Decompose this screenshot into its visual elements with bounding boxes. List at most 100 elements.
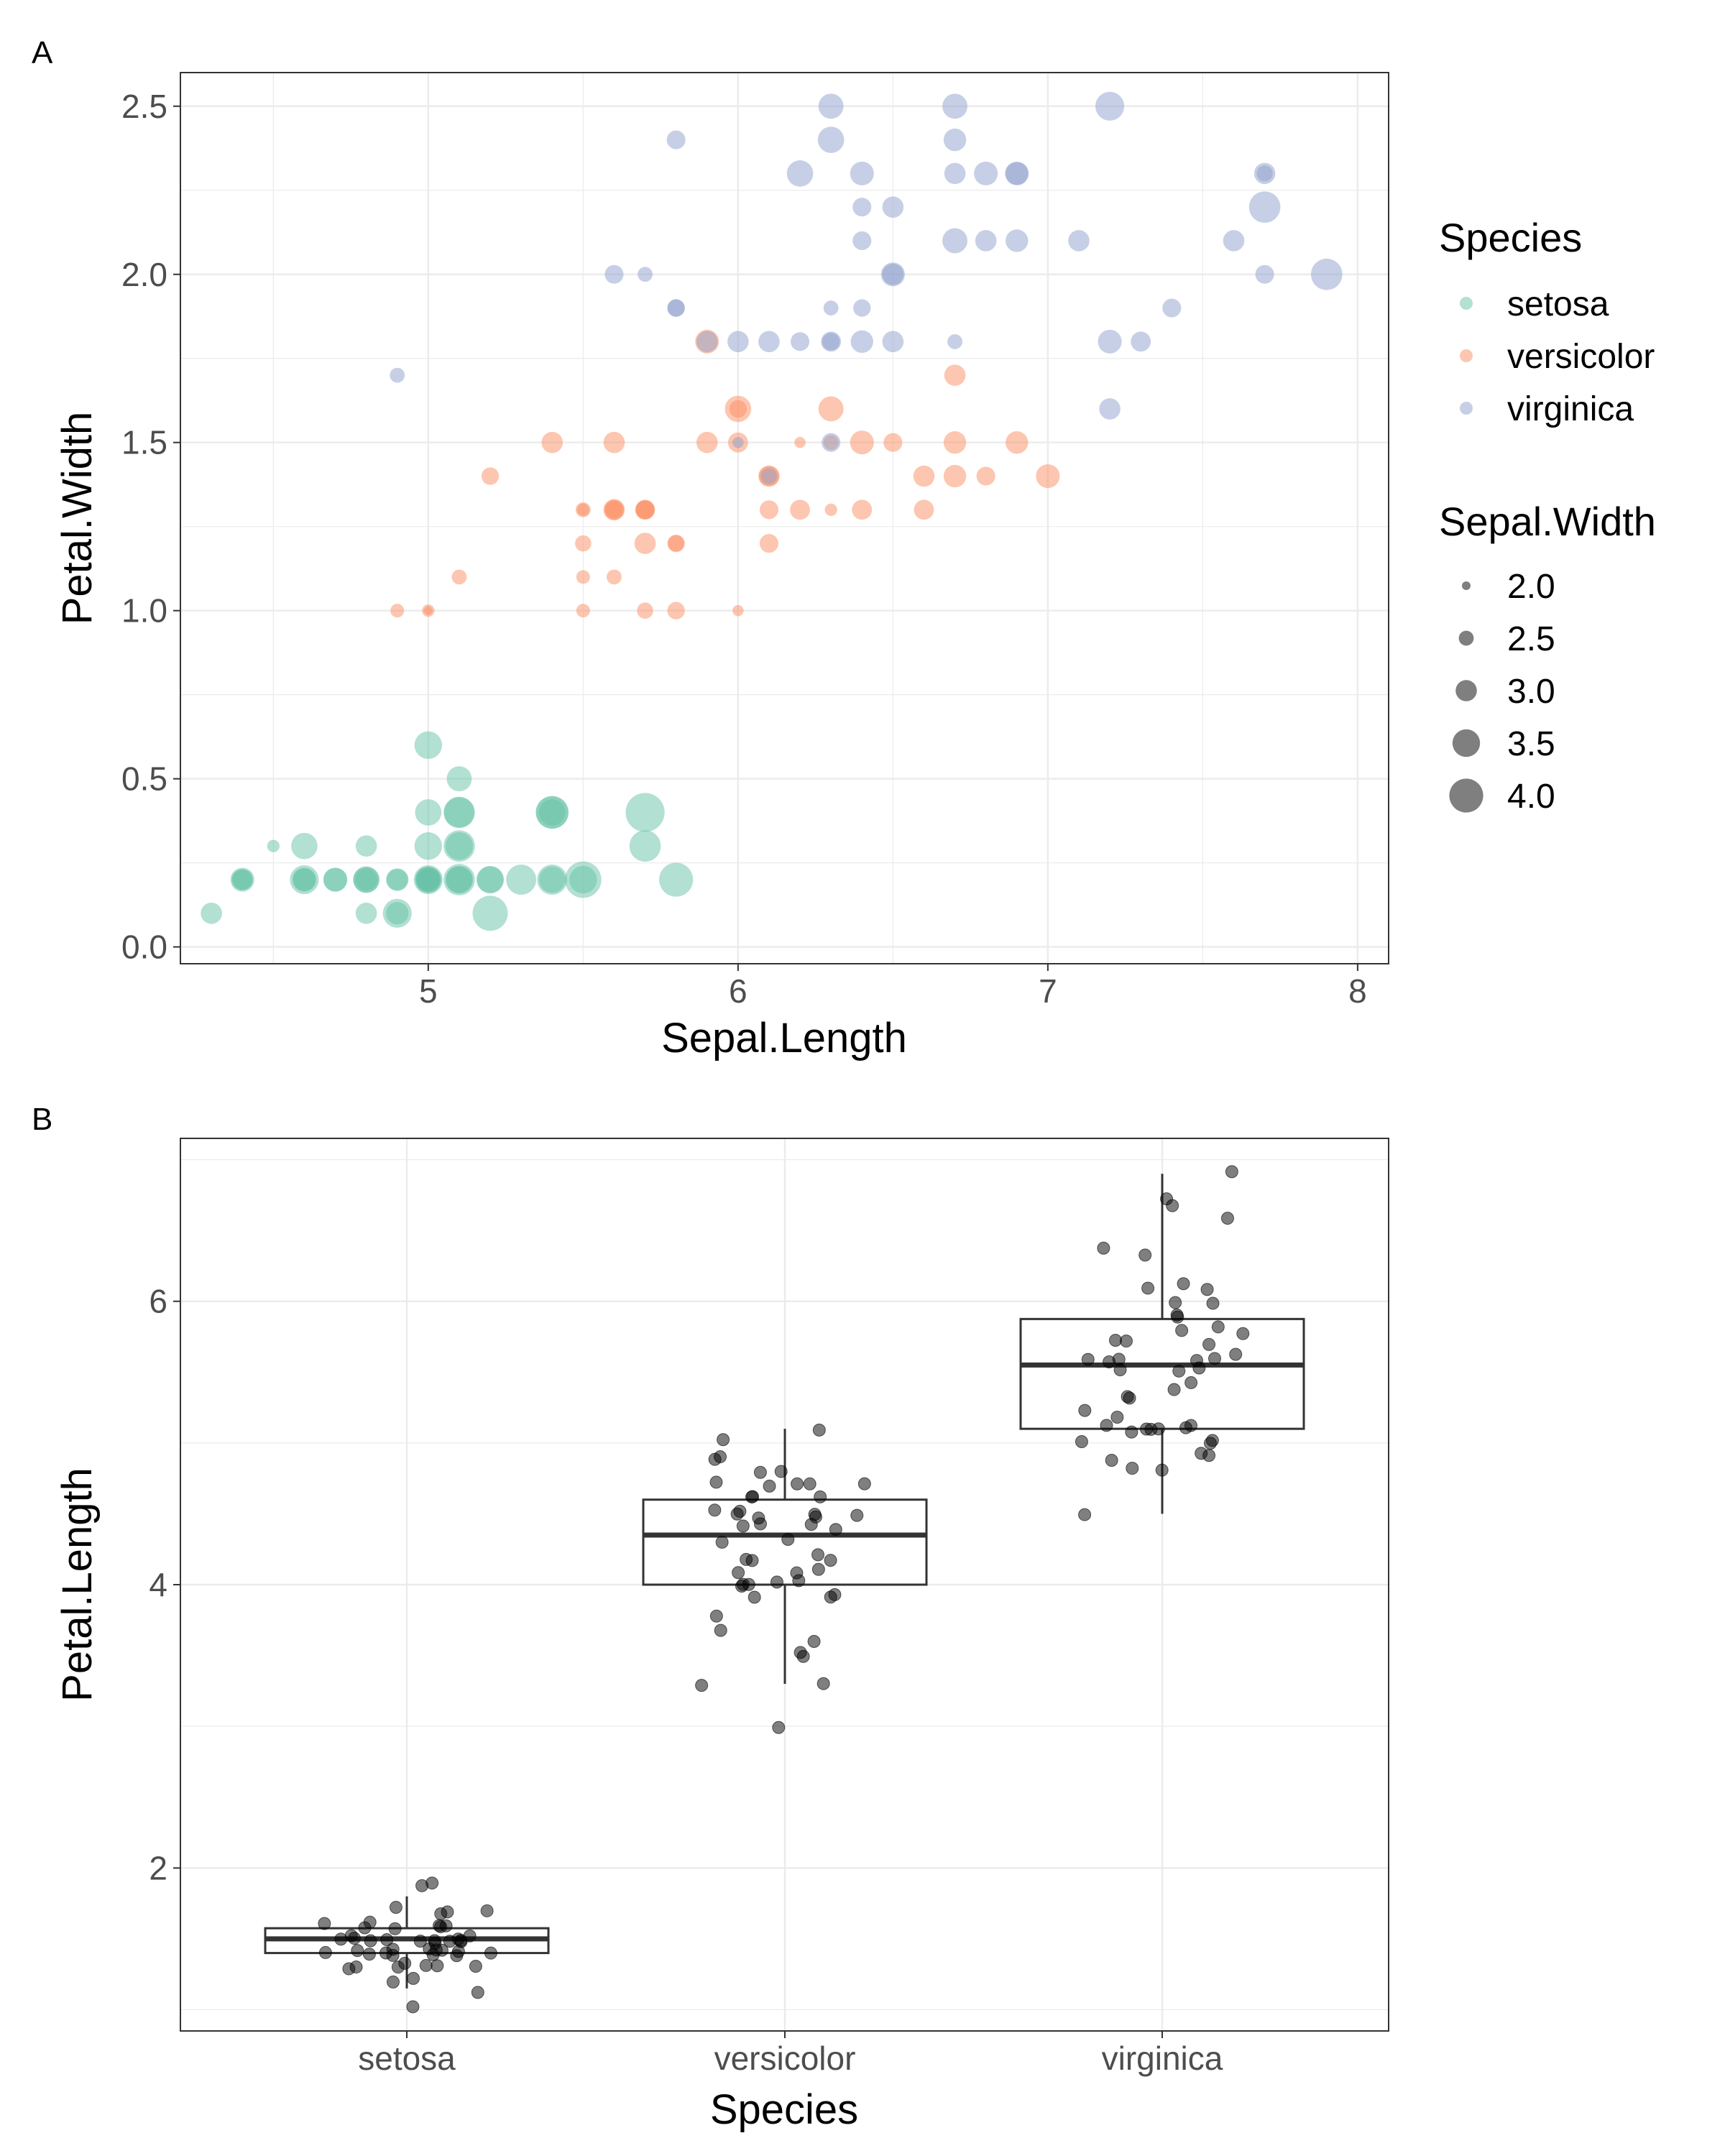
- data-point-setosa: [230, 867, 254, 892]
- jitter-point-versicolor: [807, 1634, 821, 1648]
- panel-b-y-ticks: 2 4 6: [149, 1283, 180, 1886]
- jitter-point-virginica: [1211, 1320, 1225, 1334]
- legend-label-setosa: setosa: [1507, 285, 1609, 323]
- jitter-point-setosa: [451, 1945, 465, 1958]
- x-tick-label: 5: [419, 972, 438, 1010]
- data-point-versicolor: [944, 364, 966, 386]
- data-point-virginica: [850, 330, 873, 354]
- y-tick-label: 6: [149, 1283, 167, 1320]
- box-virginica: [1019, 1317, 1305, 1430]
- y-tick-label: 2.0: [121, 256, 167, 293]
- panel-a-y-ticks: 0.0 0.5 1.0 1.5 2.0 2.5: [121, 88, 180, 966]
- data-point-virginica: [791, 332, 810, 351]
- data-point-versicolor: [943, 464, 967, 488]
- data-point-setosa: [382, 898, 412, 928]
- data-point-setosa: [267, 839, 280, 852]
- jitter-point-versicolor: [829, 1523, 842, 1537]
- y-tick-label: 0.0: [121, 929, 167, 966]
- jitter-point-virginica: [1108, 1334, 1122, 1348]
- data-point-virginica: [1068, 230, 1090, 252]
- legend-species-title: Species: [1439, 215, 1582, 260]
- jitter-point-setosa: [431, 1959, 444, 1973]
- jitter-point-versicolor: [717, 1433, 730, 1447]
- jitter-point-virginica: [1190, 1354, 1204, 1368]
- jitter-point-virginica: [1151, 1422, 1165, 1436]
- panel-b-points: [318, 1165, 1250, 2014]
- data-point-versicolor: [1006, 431, 1029, 454]
- jitter-point-versicolor: [808, 1508, 822, 1521]
- jitter-point-versicolor: [736, 1519, 750, 1533]
- jitter-point-virginica: [1202, 1337, 1216, 1351]
- jitter-point-virginica: [1139, 1422, 1153, 1436]
- jitter-point-virginica: [1220, 1212, 1234, 1225]
- jitter-point-versicolor: [811, 1562, 825, 1576]
- data-point-setosa: [414, 731, 443, 760]
- jitter-point-setosa: [434, 1907, 448, 1921]
- data-point-versicolor: [852, 499, 873, 520]
- jitter-point-setosa: [347, 1932, 361, 1945]
- jitter-point-setosa: [426, 1876, 439, 1890]
- legend-size-label: 2.5: [1507, 620, 1555, 658]
- data-point-virginica: [727, 331, 749, 353]
- data-point-versicolor: [422, 604, 435, 617]
- data-point-setosa: [354, 868, 378, 891]
- jitter-point-setosa: [413, 1935, 427, 1948]
- panel-b-y-axis-title: Petal.Length: [54, 1468, 101, 1702]
- jitter-point-versicolor: [792, 1574, 806, 1588]
- legend-size-label: 3.5: [1507, 725, 1555, 763]
- x-tick-label: 6: [729, 972, 748, 1010]
- jitter-point-virginica: [1155, 1463, 1169, 1477]
- data-point-virginica: [975, 230, 997, 252]
- data-point-virginica: [696, 331, 718, 353]
- jitter-point-versicolor: [857, 1477, 871, 1491]
- jitter-point-virginica: [1179, 1421, 1192, 1434]
- jitter-point-versicolor: [742, 1577, 755, 1591]
- jitter-point-virginica: [1202, 1449, 1216, 1462]
- jitter-point-versicolor: [745, 1490, 758, 1503]
- jitter-point-versicolor: [709, 1609, 723, 1623]
- data-point-versicolor: [943, 431, 967, 454]
- jitter-point-virginica: [1184, 1376, 1198, 1389]
- data-point-setosa: [538, 799, 566, 826]
- jitter-point-versicolor: [732, 1566, 745, 1580]
- data-point-virginica: [1248, 191, 1281, 224]
- data-point-versicolor: [824, 503, 837, 516]
- jitter-point-versicolor: [796, 1649, 810, 1663]
- data-point-setosa: [415, 867, 441, 893]
- data-point-virginica: [1006, 229, 1029, 252]
- data-point-virginica: [817, 126, 845, 153]
- panel-a-points: [201, 91, 1343, 931]
- jitter-point-versicolor: [811, 1548, 825, 1562]
- jitter-point-versicolor: [824, 1590, 837, 1604]
- legend-size-key: [1449, 778, 1484, 813]
- data-point-virginica: [1310, 258, 1343, 290]
- jitter-point-virginica: [1160, 1192, 1174, 1206]
- jitter-point-setosa: [471, 1986, 484, 1999]
- data-point-virginica: [850, 161, 874, 185]
- data-point-versicolor: [724, 395, 752, 423]
- legend-key-versicolor: [1460, 349, 1473, 362]
- panel-a-border: [180, 72, 1389, 964]
- jitter-point-virginica: [1119, 1335, 1133, 1348]
- data-point-versicolor: [759, 500, 778, 520]
- jitter-point-setosa: [386, 1948, 400, 1962]
- data-point-versicolor: [1036, 464, 1060, 489]
- data-point-versicolor: [732, 604, 744, 617]
- data-point-setosa: [472, 895, 508, 931]
- jitter-point-virginica: [1138, 1248, 1152, 1262]
- legend-label-virginica: virginica: [1507, 390, 1634, 428]
- data-point-setosa: [569, 865, 597, 894]
- jitter-point-setosa: [386, 1975, 400, 1989]
- data-point-virginica: [882, 331, 904, 353]
- data-point-versicolor: [576, 604, 590, 618]
- data-point-virginica: [667, 299, 685, 317]
- jitter-point-setosa: [364, 1934, 377, 1948]
- jitter-point-virginica: [1208, 1352, 1221, 1365]
- jitter-point-setosa: [484, 1946, 497, 1960]
- data-point-versicolor: [576, 570, 590, 584]
- data-point-virginica: [666, 130, 686, 149]
- jitter-point-virginica: [1103, 1355, 1116, 1368]
- jitter-point-versicolor: [695, 1679, 709, 1692]
- jitter-point-virginica: [1172, 1364, 1186, 1378]
